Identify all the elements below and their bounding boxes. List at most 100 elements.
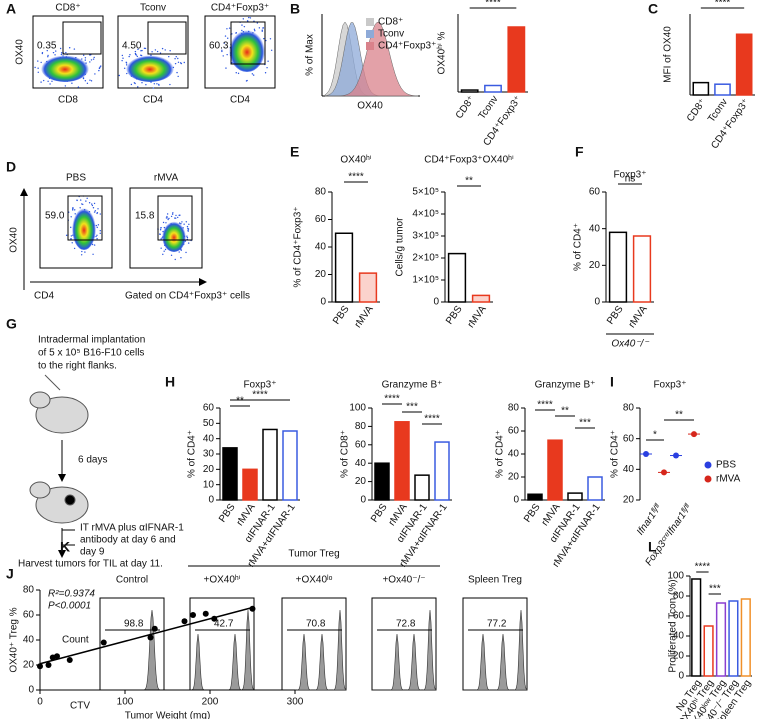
flow-event — [226, 53, 228, 56]
flow-event — [160, 226, 162, 229]
flow-event — [262, 27, 264, 29]
flow-event — [93, 56, 95, 59]
flow-event — [85, 200, 87, 202]
x-tick-label: 200 — [202, 697, 219, 708]
flow-event — [70, 216, 72, 218]
y-tick-label: 80 — [355, 421, 367, 432]
flow-event — [179, 62, 182, 64]
flow-event — [160, 247, 162, 249]
flow-density — [162, 220, 186, 252]
y-tick-label: 60 — [315, 214, 327, 225]
point — [147, 634, 154, 641]
flow-event — [47, 80, 49, 83]
flow-event — [222, 55, 224, 57]
gate-value: 98.8 — [124, 619, 144, 630]
flow-event — [96, 238, 98, 240]
flow-event — [88, 202, 91, 204]
flow-event — [243, 25, 246, 28]
x-note: Ox40⁻/⁻ — [611, 339, 649, 350]
flow-event — [98, 69, 100, 72]
flow-event — [174, 62, 177, 65]
flow-event — [84, 57, 87, 59]
flow-event — [121, 54, 124, 57]
flow-event — [158, 83, 160, 86]
panel-label: I — [610, 374, 614, 390]
flow-event — [93, 202, 96, 205]
flow-event — [92, 207, 95, 209]
bar — [460, 89, 479, 93]
flow-event — [94, 210, 97, 212]
flow-event — [86, 82, 89, 85]
y-tick-label: 10 — [203, 479, 215, 490]
flow-event — [34, 66, 36, 69]
x-axis-label: CD8 — [58, 95, 78, 106]
flow-event — [187, 228, 190, 230]
y-axis-label: % of CD4⁺ — [495, 430, 506, 478]
flow-event — [185, 251, 187, 254]
y-tick-label: 20 — [355, 476, 367, 487]
flow-event — [82, 203, 84, 206]
flow-title: Tconv — [140, 3, 166, 14]
flow-event — [82, 77, 85, 79]
bar — [527, 493, 543, 501]
flow-event — [60, 52, 63, 54]
x-tick-label: PBS — [331, 304, 352, 327]
bar — [358, 272, 378, 303]
flow-event — [226, 28, 228, 30]
flow-event — [241, 24, 243, 26]
flow-event — [40, 81, 42, 83]
flow-event — [93, 211, 96, 213]
y-tick-label: 50 — [203, 418, 215, 429]
y-tick-label: 0 — [513, 495, 519, 506]
flow-event — [91, 204, 94, 207]
x-tick-label: CD8⁺ — [454, 94, 478, 121]
panel-label: D — [6, 159, 16, 175]
y-axis-label: OX40 — [15, 39, 26, 65]
flow-event — [263, 37, 265, 40]
flow-event — [92, 58, 95, 60]
flow-event — [235, 72, 237, 74]
flow-event — [170, 254, 173, 256]
flow-event — [166, 215, 168, 218]
point — [211, 615, 218, 622]
flow-event — [91, 243, 94, 246]
bar — [484, 84, 502, 93]
significance-label: *** — [406, 402, 418, 413]
y-tick-label: 20 — [508, 472, 520, 483]
flow-event — [92, 253, 94, 255]
protocol-text: day 9 — [80, 547, 105, 558]
significance-label: *** — [579, 418, 591, 429]
gate-value: 42.7 — [214, 619, 234, 630]
flow-event — [242, 18, 245, 20]
flow-event — [156, 83, 158, 85]
point — [100, 639, 107, 646]
flow-event — [174, 58, 176, 60]
flow-density — [126, 54, 174, 82]
bar — [262, 428, 278, 501]
flow-event — [258, 27, 261, 29]
flow-event — [163, 250, 165, 252]
gate — [147, 21, 187, 55]
legend-swatch — [366, 42, 374, 50]
flow-event — [246, 20, 249, 22]
bar — [735, 33, 753, 96]
flow-event — [180, 249, 182, 251]
bar — [587, 476, 603, 501]
flow-event — [49, 83, 51, 85]
gate — [157, 195, 193, 241]
flow-event — [70, 238, 72, 240]
bar — [740, 598, 751, 677]
flow-event — [93, 244, 96, 246]
flow-event — [140, 50, 142, 52]
flow-event — [261, 29, 263, 31]
flow-event — [169, 50, 171, 52]
flow-event — [134, 82, 136, 85]
flow-event — [175, 55, 177, 58]
bar — [608, 231, 628, 303]
significance-label: **** — [715, 0, 731, 9]
y-tick-label: 80 — [315, 187, 327, 198]
x-tick-label: 0 — [37, 697, 43, 708]
y-tick-label: 3×10⁵ — [412, 231, 439, 242]
flow-event — [177, 61, 180, 63]
flow-event — [174, 258, 176, 261]
